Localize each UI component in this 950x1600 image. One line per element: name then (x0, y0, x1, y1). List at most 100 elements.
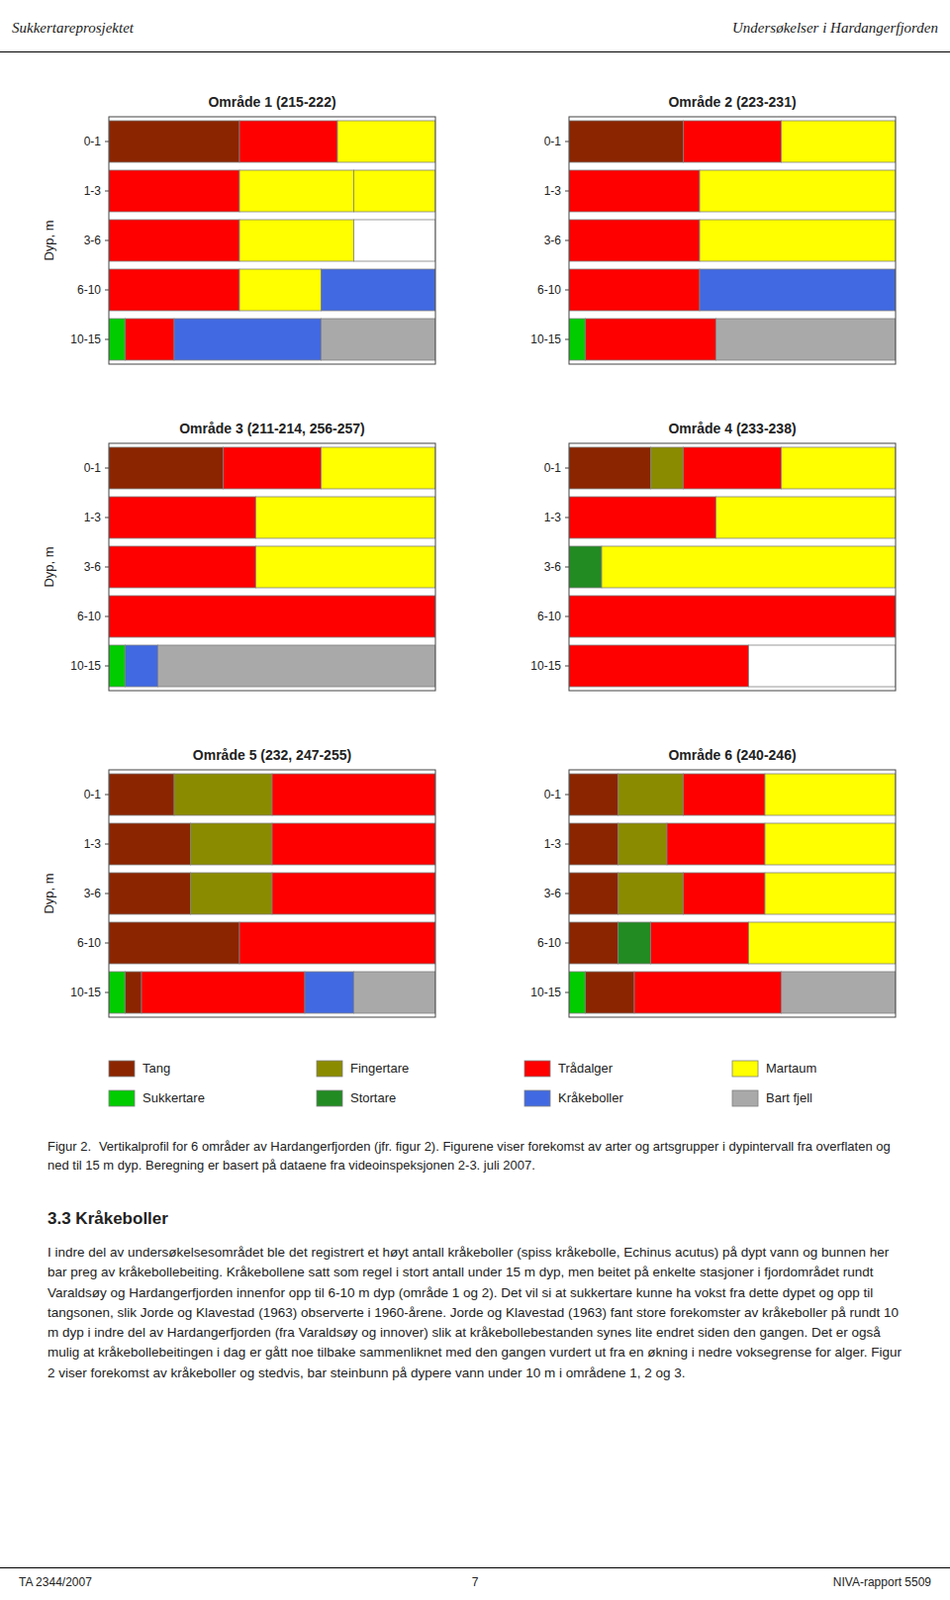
plot-frame (108, 769, 436, 1018)
bars (569, 773, 896, 1014)
y-tick (565, 468, 570, 470)
bar-segment (108, 219, 240, 262)
legend-swatch (524, 1090, 551, 1107)
y-tick-label: 3-6 (544, 560, 563, 574)
plot-frame (569, 116, 896, 365)
panel: Område 5 (232, 247-255)Dyp, m0-11-33-66-… (41, 747, 436, 1018)
bar-segment (108, 496, 257, 539)
bar-segment (716, 318, 897, 361)
bar-segment (108, 318, 126, 361)
legend-label: Sukkertare (142, 1090, 205, 1106)
bar-segment (190, 872, 274, 915)
y-tick-label: 0-1 (84, 461, 102, 475)
bar-segment (569, 595, 896, 638)
legend-label: Tang (142, 1060, 171, 1076)
header-left: Sukkertareprosjektet (11, 19, 134, 37)
bar-segment (108, 872, 191, 915)
panel: Område 4 (233-238)0-11-33-66-1010-15 (530, 420, 896, 691)
bar-segment (354, 219, 437, 262)
y-tick (565, 794, 570, 796)
bar-segment (601, 546, 896, 588)
bar-segment (108, 773, 175, 816)
bar-segment (239, 269, 322, 311)
panel: Område 1 (215-222)Dyp, m0-11-33-66-1010-… (41, 94, 436, 365)
y-tick (565, 943, 570, 945)
y-tick-label: 6-10 (77, 609, 101, 624)
bar-segment (125, 645, 159, 687)
y-tick-label: 3-6 (544, 886, 563, 901)
bar-segment (108, 447, 224, 489)
bar-segment (239, 922, 436, 964)
legend-swatch (316, 1090, 343, 1107)
section-text: I indre del av undersøkelsesområdet ble … (47, 1242, 903, 1384)
bars (108, 120, 436, 361)
bar-segment (337, 120, 436, 163)
panel-title: Område 5 (232, 247-255) (192, 747, 352, 763)
y-tick (565, 289, 570, 291)
y-tick (565, 190, 570, 192)
bar-segment (764, 773, 896, 816)
y-tick (104, 339, 109, 341)
y-tick-label: 6-10 (537, 609, 562, 624)
y-tick (565, 240, 570, 242)
y-tick-label: 3-6 (84, 886, 102, 901)
plot-frame (569, 769, 896, 1018)
y-tick-label: 6-10 (77, 936, 101, 950)
legend-label: Bart fjell (765, 1090, 813, 1106)
y-axis-label: Dyp, m (41, 872, 57, 914)
y-tick (104, 943, 109, 945)
legend-swatch (108, 1090, 135, 1107)
y-tick (104, 190, 109, 192)
y-tick-label: 0-1 (84, 134, 102, 149)
bar-segment (304, 971, 355, 1014)
bar-segment (618, 922, 652, 964)
y-axis-label: Dyp, m (41, 219, 57, 261)
y-tick (104, 567, 109, 569)
panel-title: Område 1 (215-222) (207, 94, 336, 110)
y-tick-label: 0-1 (544, 787, 563, 802)
bar-segment (764, 872, 896, 915)
bar-segment (223, 447, 322, 489)
bar-segment (651, 922, 750, 964)
y-tick (104, 665, 109, 667)
y-tick-label: 3-6 (544, 233, 563, 248)
legend-swatch (732, 1090, 759, 1107)
footer-right: NIVA-rapport 5509 (833, 1575, 932, 1590)
header-rule (0, 51, 950, 53)
bar-segment (683, 120, 782, 163)
bar-segment (585, 318, 717, 361)
bar-segment (108, 546, 257, 588)
bar-segment (354, 971, 437, 1014)
legend: TangFingertareTrådalgerMartaumSukkertare… (108, 1060, 817, 1107)
bar-segment (125, 971, 143, 1014)
y-tick-label: 1-3 (544, 510, 563, 525)
bar-segment (141, 971, 305, 1014)
bar-segment (174, 773, 273, 816)
bar-segment (683, 447, 782, 489)
bar-segment (256, 546, 437, 588)
legend-label: Kråkeboller (558, 1090, 624, 1106)
legend-swatch (732, 1060, 759, 1077)
bar-segment (321, 269, 437, 311)
legend-swatch (524, 1060, 551, 1077)
bar-segment (190, 823, 274, 865)
y-tick (565, 992, 570, 994)
bar-segment (108, 645, 126, 687)
bar-segment (569, 773, 619, 816)
bar-segment (585, 971, 636, 1014)
panel-title: Område 2 (223-231) (667, 94, 796, 110)
bar-segment (108, 823, 191, 865)
y-tick (104, 616, 109, 618)
bar-segment (321, 318, 437, 361)
bar-segment (716, 496, 897, 539)
bar-segment (272, 823, 436, 865)
y-tick-label: 10-15 (70, 659, 101, 673)
bar-segment (569, 872, 619, 915)
bar-segment (108, 120, 240, 163)
bars (569, 447, 896, 687)
bar-segment (354, 170, 437, 212)
figure-panels: Område 1 (215-222) Dyp, m 0-1 1-3 3-6 6-10 10-… (0, 0, 950, 1119)
y-tick-label: 10-15 (70, 985, 101, 1000)
bar-segment (108, 595, 436, 638)
section-title: 3.3 Kråkeboller (47, 1209, 169, 1230)
